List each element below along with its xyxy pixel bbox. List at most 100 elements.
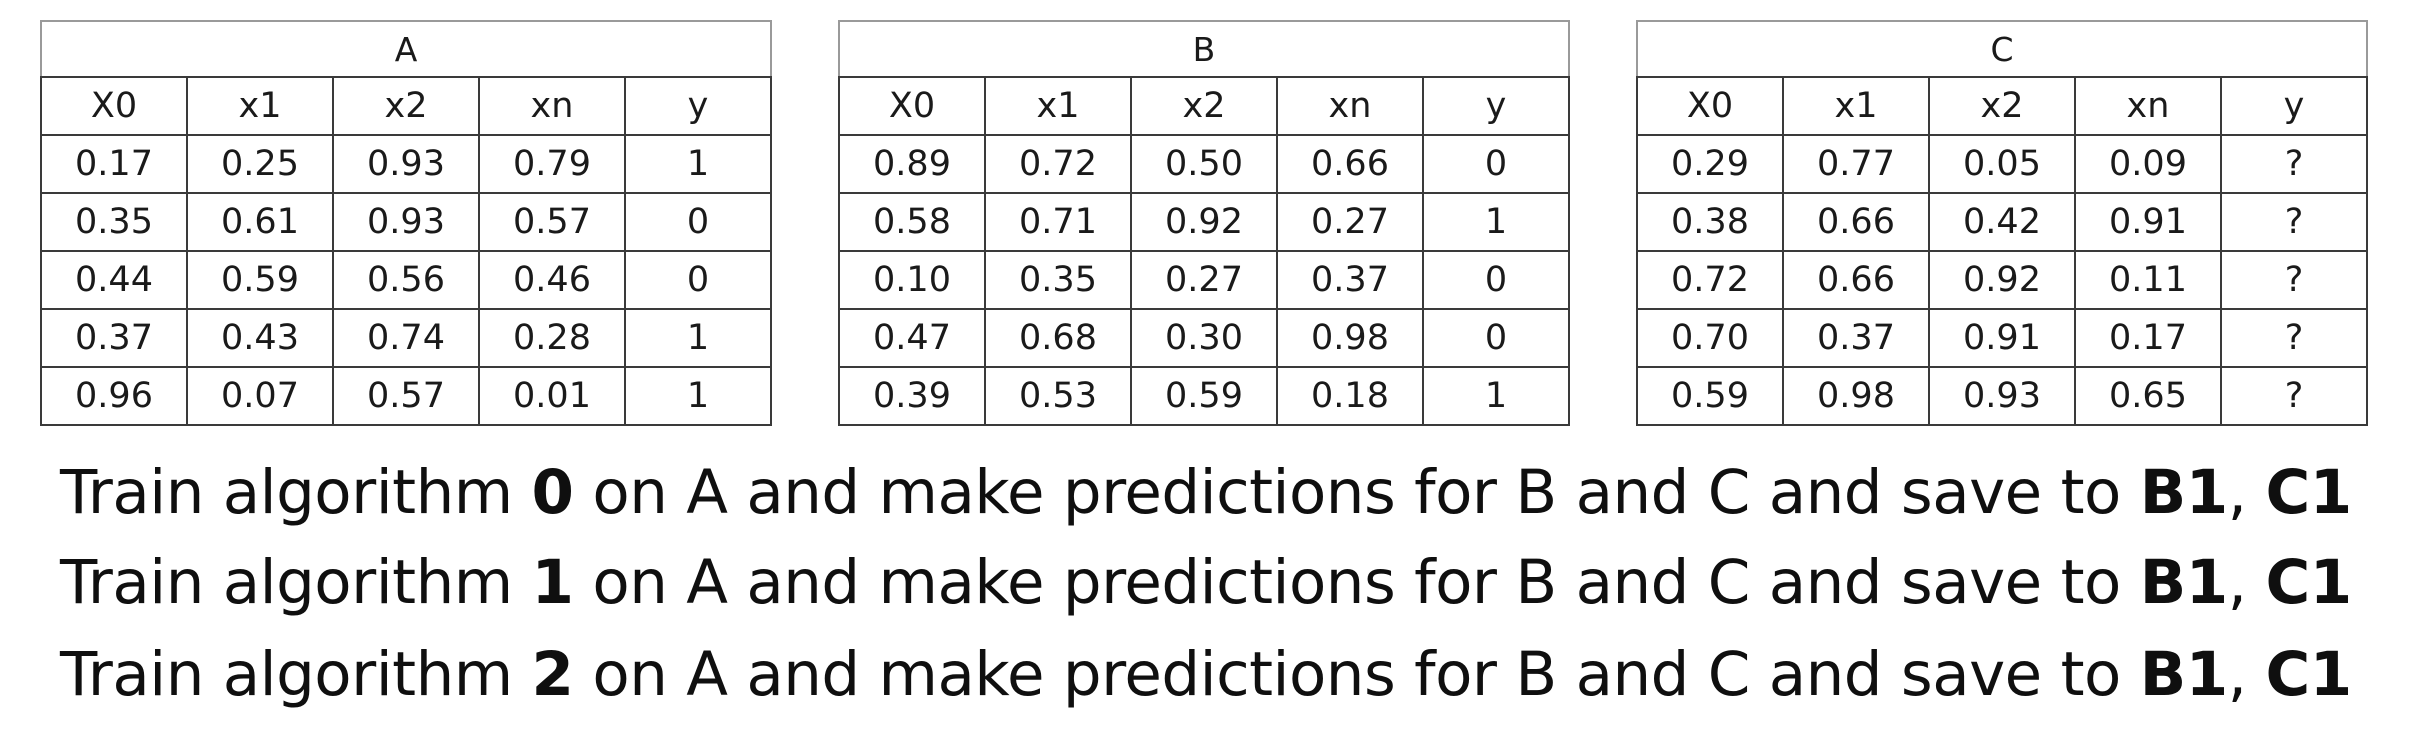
table-cell: 0.07	[186, 366, 334, 426]
column-header: x1	[186, 76, 334, 136]
table-cell: 0.11	[2074, 250, 2222, 310]
separator: ,	[2227, 457, 2266, 528]
c-target: C1	[2265, 639, 2352, 710]
table-cell: 0.66	[1782, 250, 1930, 310]
table-cell: 0.72	[1636, 250, 1784, 310]
table-row: 0.37 0.43 0.74 0.28 1	[40, 308, 772, 368]
table-cell: 0.98	[1782, 366, 1930, 426]
table-cell: 0.74	[332, 308, 480, 368]
table-row: 0.47 0.68 0.30 0.98 0	[838, 308, 1570, 368]
table-row: 0.39 0.53 0.59 0.18 1	[838, 366, 1570, 426]
table-cell: 0.17	[40, 134, 188, 194]
table-cell: 0.92	[1130, 192, 1278, 252]
table-cell: 0.98	[1276, 308, 1424, 368]
table-cell: 0.92	[1928, 250, 2076, 310]
c-target: C1	[2265, 547, 2352, 618]
column-header: xn	[2074, 76, 2222, 136]
table-cell: ?	[2220, 366, 2368, 426]
instruction-prefix: Train algorithm	[60, 547, 532, 618]
table-cell: 1	[624, 308, 772, 368]
instruction-line: Train algorithm 0 on A and make predicti…	[60, 462, 2352, 524]
table-cell: 0.93	[1928, 366, 2076, 426]
column-header: y	[1422, 76, 1570, 136]
table-cell: 0.29	[1636, 134, 1784, 194]
table-row: 0.10 0.35 0.27 0.37 0	[838, 250, 1570, 310]
table-cell: 0.91	[1928, 308, 2076, 368]
table-cell: 0.65	[2074, 366, 2222, 426]
table-cell: 0.57	[332, 366, 480, 426]
table-row: 0.35 0.61 0.93 0.57 0	[40, 192, 772, 252]
column-header: y	[2220, 76, 2368, 136]
algorithm-number: 2	[531, 639, 574, 710]
table-cell: 0.93	[332, 192, 480, 252]
table-cell: ?	[2220, 250, 2368, 310]
table-cell: 0.37	[1276, 250, 1424, 310]
column-header: X0	[838, 76, 986, 136]
table-row: 0.72 0.66 0.92 0.11 ?	[1636, 250, 2368, 310]
table-cell: 0.27	[1130, 250, 1278, 310]
table-title: B	[838, 20, 1570, 78]
table-cell: 0.50	[1130, 134, 1278, 194]
table-row: 0.44 0.59 0.56 0.46 0	[40, 250, 772, 310]
table-cell: 0.10	[838, 250, 986, 310]
table-cell: 0.72	[984, 134, 1132, 194]
table-cell: ?	[2220, 134, 2368, 194]
table-b-container: B X0 x1 x2 xn y 0.89 0.72 0.50 0.66 0 0.…	[838, 20, 1570, 426]
instruction-line: Train algorithm 1 on A and make predicti…	[60, 552, 2352, 614]
table-cell: 0.91	[2074, 192, 2222, 252]
table-cell: 0.28	[478, 308, 626, 368]
separator: ,	[2227, 547, 2266, 618]
table-cell: 0.38	[1636, 192, 1784, 252]
column-header: x2	[332, 76, 480, 136]
table-cell: 1	[624, 366, 772, 426]
column-header: X0	[1636, 76, 1784, 136]
table-cell: 0.56	[332, 250, 480, 310]
table-cell: 0.05	[1928, 134, 2076, 194]
table-cell: 0.44	[40, 250, 188, 310]
table-cell: 1	[1422, 192, 1570, 252]
table-cell: 0.27	[1276, 192, 1424, 252]
table-cell: 0.71	[984, 192, 1132, 252]
column-header: y	[624, 76, 772, 136]
table-title: C	[1636, 20, 2368, 78]
instruction-prefix: Train algorithm	[60, 457, 532, 528]
instruction-prefix: Train algorithm	[60, 639, 532, 710]
table-row: 0.17 0.25 0.93 0.79 1	[40, 134, 772, 194]
table-cell: 0.01	[478, 366, 626, 426]
c-target: C1	[2265, 457, 2352, 528]
table-row: 0.70 0.37 0.91 0.17 ?	[1636, 308, 2368, 368]
table-cell: 0.66	[1782, 192, 1930, 252]
table-cell: 0.47	[838, 308, 986, 368]
table-cell: 0.09	[2074, 134, 2222, 194]
table-cell: 0.61	[186, 192, 334, 252]
separator: ,	[2227, 639, 2266, 710]
table-cell: 0.53	[984, 366, 1132, 426]
table-cell: 0.39	[838, 366, 986, 426]
table-cell: 0.57	[478, 192, 626, 252]
dataset-table-b: B X0 x1 x2 xn y 0.89 0.72 0.50 0.66 0 0.…	[838, 20, 1570, 426]
table-cell: 0	[624, 250, 772, 310]
table-cell: 0.46	[478, 250, 626, 310]
column-header: x2	[1928, 76, 2076, 136]
table-c-container: C X0 x1 x2 xn y 0.29 0.77 0.05 0.09 ? 0.…	[1636, 20, 2368, 426]
b-target: B1	[2139, 639, 2228, 710]
table-cell: 0.43	[186, 308, 334, 368]
table-cell: 0.59	[1636, 366, 1784, 426]
column-header: xn	[1276, 76, 1424, 136]
instruction-line: Train algorithm 2 on A and make predicti…	[60, 644, 2352, 706]
dataset-table-a: A X0 x1 x2 xn y 0.17 0.25 0.93 0.79 1 0.…	[40, 20, 772, 426]
b-target: B1	[2139, 547, 2228, 618]
column-header: xn	[478, 76, 626, 136]
table-cell: ?	[2220, 308, 2368, 368]
table-cell: 0.68	[984, 308, 1132, 368]
table-cell: 0	[1422, 134, 1570, 194]
column-header: X0	[40, 76, 188, 136]
table-cell: 0.17	[2074, 308, 2222, 368]
table-cell: 0	[1422, 250, 1570, 310]
table-row: 0.38 0.66 0.42 0.91 ?	[1636, 192, 2368, 252]
instruction-middle: on A and make predictions for B and C an…	[573, 457, 2140, 528]
table-cell: 0.59	[186, 250, 334, 310]
table-a-container: A X0 x1 x2 xn y 0.17 0.25 0.93 0.79 1 0.…	[40, 20, 772, 426]
column-header: x2	[1130, 76, 1278, 136]
table-cell: 1	[1422, 366, 1570, 426]
